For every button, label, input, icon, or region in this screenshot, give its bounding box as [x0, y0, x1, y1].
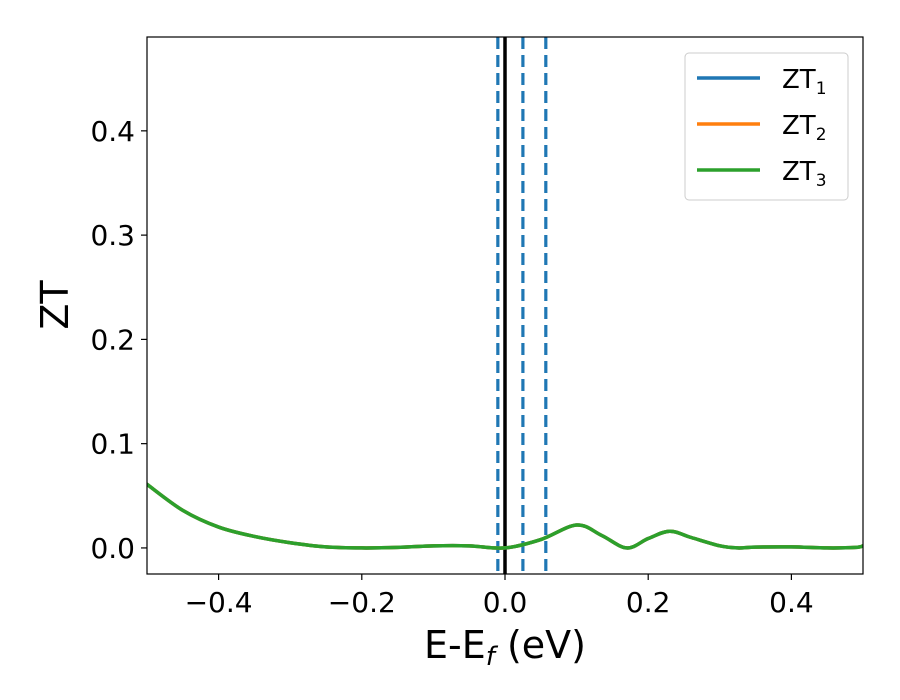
y-tick-label: 0.4 — [90, 115, 135, 148]
y-tick-label: 0.2 — [90, 323, 135, 356]
x-axis-title: E-Ef (eV) — [424, 623, 586, 672]
y-tick-label: 0.0 — [90, 532, 135, 565]
y-axis-title: ZT — [33, 280, 77, 330]
x-tick-label: 0.2 — [626, 586, 671, 619]
x-tick-label: 0.0 — [483, 586, 528, 619]
y-tick-label: 0.3 — [90, 219, 135, 252]
x-tick-label: −0.2 — [328, 586, 396, 619]
legend-label-zt2: ZT2 — [782, 111, 827, 145]
y-tick-label: 0.1 — [90, 428, 135, 461]
legend: ZT1 ZT2 ZT3 — [684, 52, 849, 201]
x-tick-label: 0.4 — [769, 586, 814, 619]
legend-label-zt3: ZT3 — [782, 157, 827, 191]
legend-box — [684, 52, 849, 201]
x-tick-label: −0.4 — [185, 586, 253, 619]
series-line-zt3 — [147, 482, 863, 550]
legend-label-zt1: ZT1 — [782, 65, 827, 99]
